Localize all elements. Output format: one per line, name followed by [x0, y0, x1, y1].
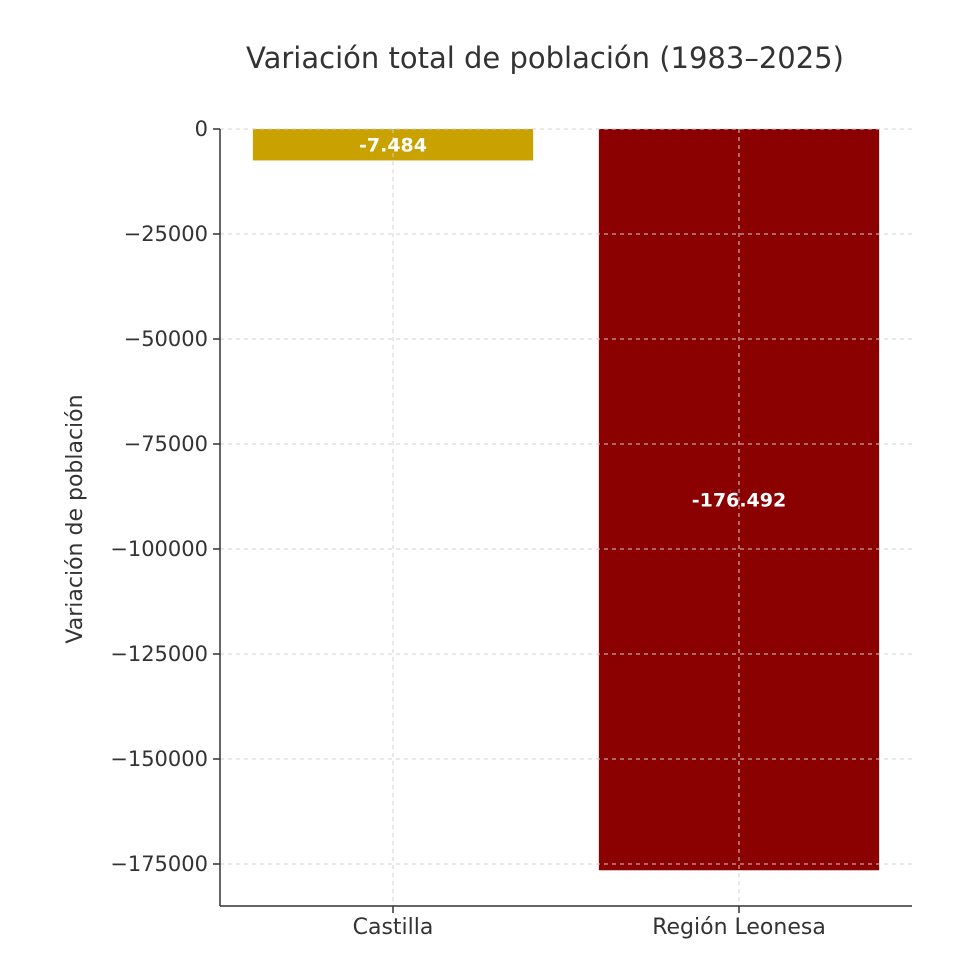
y-tick-label: 0 [195, 117, 208, 141]
y-tick-label: −50000 [124, 327, 208, 351]
data-label: -7.484 [359, 135, 427, 157]
y-tick-label: −125000 [110, 642, 208, 666]
grid-lines [220, 128, 912, 906]
data-label: -176.492 [692, 490, 786, 512]
y-tick-label: −100000 [110, 537, 208, 561]
x-tick-label: Región Leonesa [652, 915, 826, 940]
y-tick-label: −25000 [124, 222, 208, 246]
data-labels: -7.484 -176.492 [359, 135, 786, 512]
y-tick-labels: 0 −25000 −50000 −75000 −100000 −125000 −150000… [110, 117, 208, 876]
y-tick-label: −150000 [110, 747, 208, 771]
y-axis-label: Variación de población [63, 394, 88, 643]
y-tick-label: −75000 [124, 432, 208, 456]
category-labels: Castilla Región Leonesa [353, 915, 826, 940]
y-tick-label: −175000 [110, 852, 208, 876]
axes [213, 128, 912, 913]
x-tick-label: Castilla [353, 915, 434, 940]
chart-title: Variación total de población (1983–2025) [246, 41, 844, 75]
